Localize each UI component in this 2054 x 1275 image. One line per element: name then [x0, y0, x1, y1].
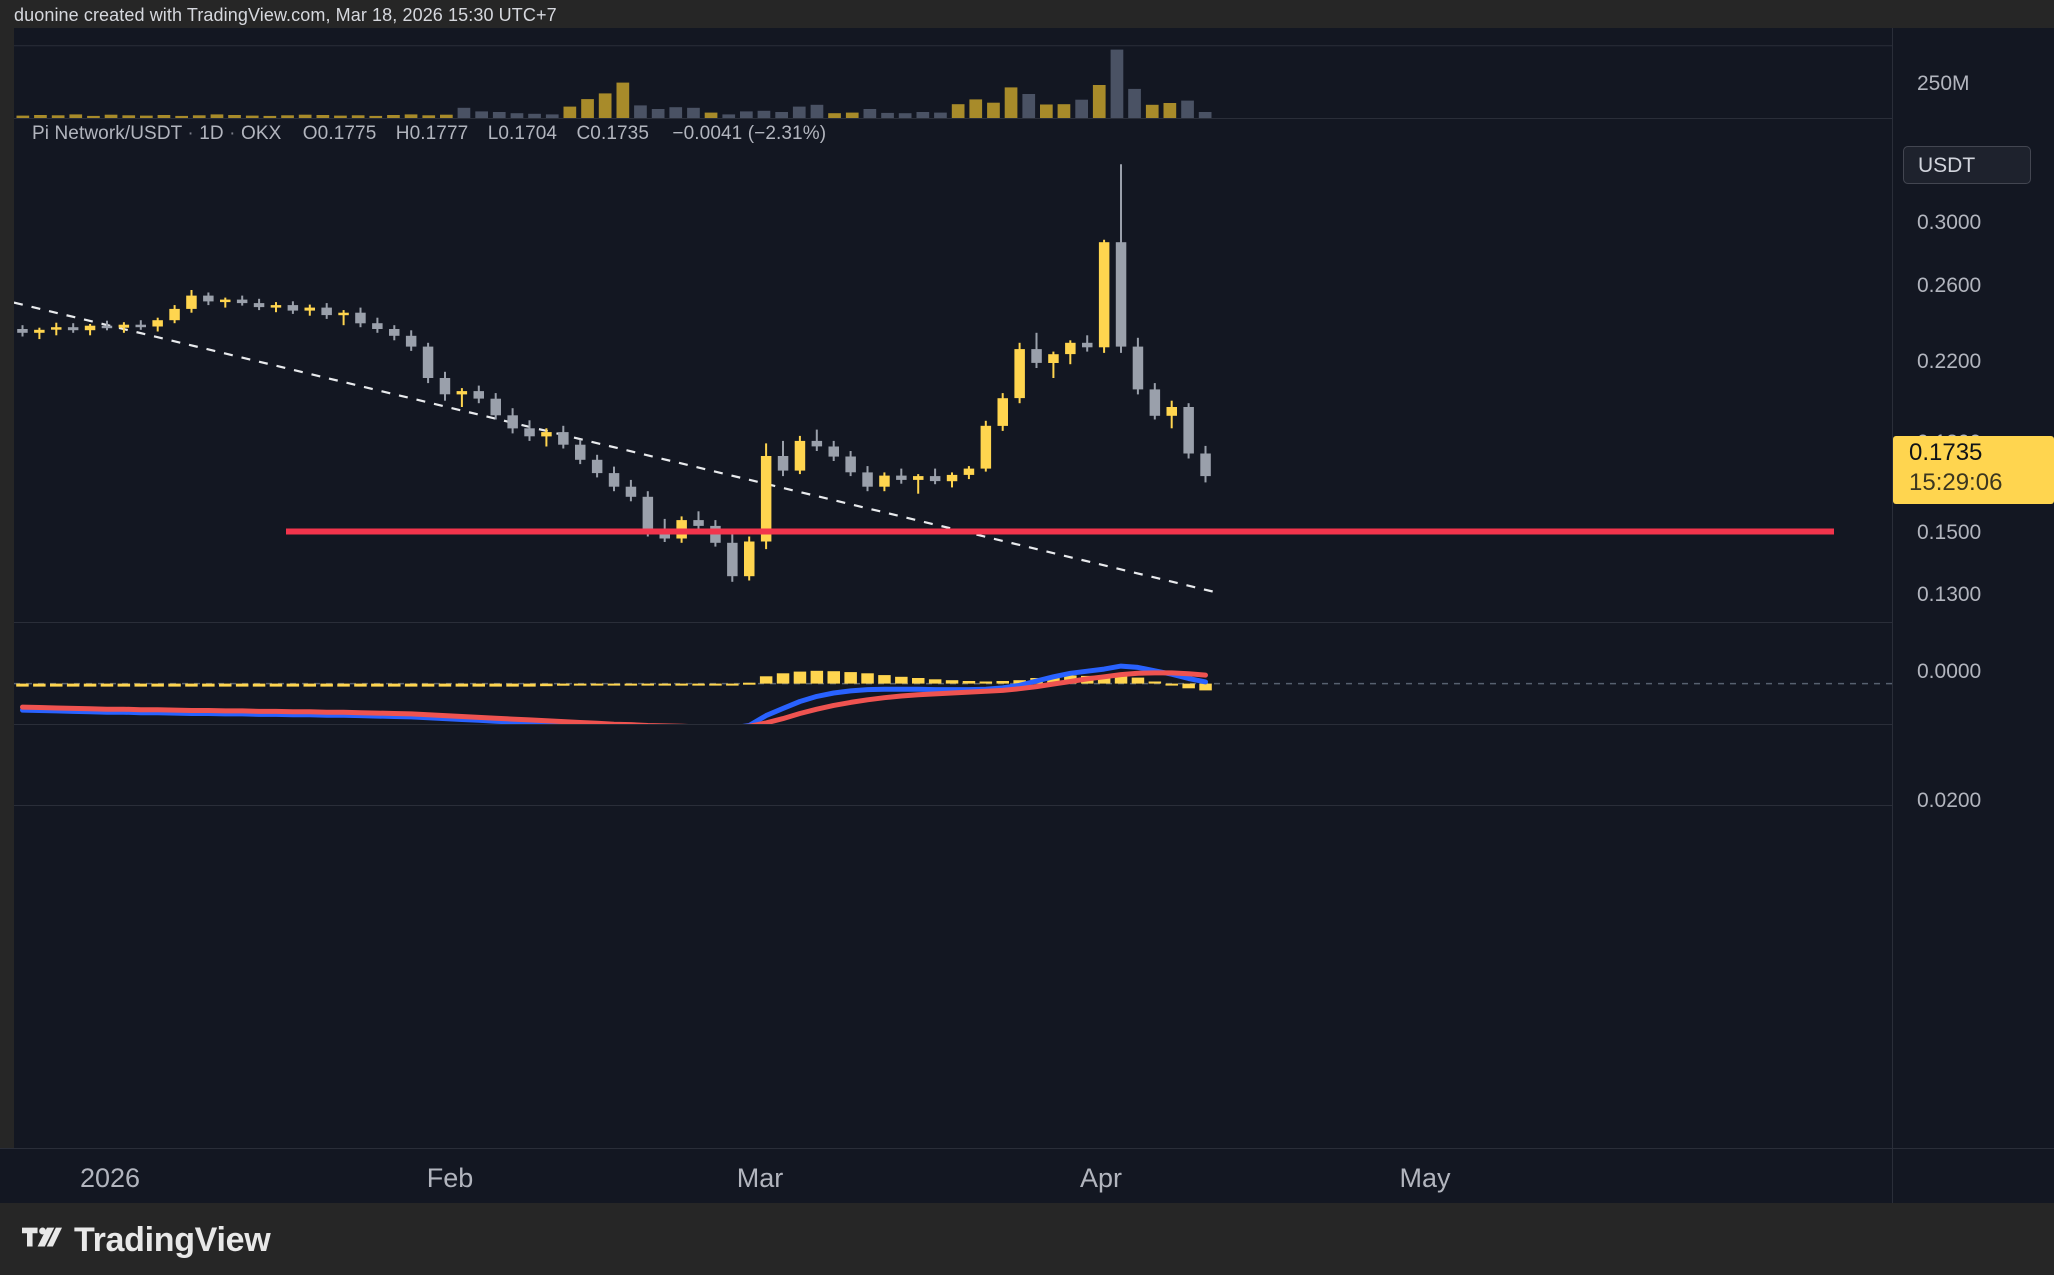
- legend-high: H0.1777: [395, 123, 469, 144]
- price-pane[interactable]: [14, 119, 1893, 622]
- volume-pane[interactable]: [14, 28, 1893, 118]
- legend-sep-1: ·: [187, 123, 194, 144]
- chart-legend[interactable]: Pi Network/USDT · 1D · OKX O0.1775 H0.17…: [32, 123, 826, 145]
- legend-low: L0.1704: [487, 123, 558, 144]
- price-axis-label-2: 0.2200: [1917, 350, 1982, 373]
- legend-open: O0.1775: [302, 123, 377, 144]
- last-price-value: 0.1735: [1909, 439, 1983, 466]
- last-price-badge[interactable]: 0.1735 15:29:06: [1893, 436, 2054, 504]
- legend-sep-2: ·: [229, 123, 236, 144]
- pane-divider-volume: [14, 118, 1893, 119]
- footer-bar: TradingView: [0, 1203, 2054, 1275]
- legend-interval[interactable]: 1D: [199, 123, 224, 144]
- time-axis-top-border: [0, 1148, 2054, 1149]
- time-label-3: Apr: [1079, 1163, 1123, 1193]
- legend-close: C0.1735: [576, 123, 650, 144]
- time-label-4: May: [1399, 1163, 1451, 1193]
- price-axis-label-0: 0.3000: [1917, 211, 1982, 234]
- price-axis-label-1: 0.2600: [1917, 274, 1982, 297]
- time-label-1: Feb: [426, 1163, 474, 1193]
- stochastic-pane[interactable]: [14, 725, 1893, 805]
- macd-axis-label-zero: 0.0000: [1917, 660, 1982, 683]
- attribution-bar: duonine created with TradingView.com, Ma…: [0, 0, 2054, 28]
- aux-axis-label: 0.0200: [1917, 789, 1982, 812]
- price-axis[interactable]: 250M USDT 0.3000 0.2600 0.2200 0.1800 0.…: [1893, 28, 2054, 1175]
- time-axis-separator: [1892, 1148, 1893, 1208]
- legend-change: −0.0041 (−2.31%): [672, 123, 827, 144]
- chart-area: Pi Network/USDT · 1D · OKX O0.1775 H0.17…: [0, 28, 2054, 1203]
- price-axis-label-5: 0.1300: [1917, 583, 1982, 606]
- legend-symbol[interactable]: Pi Network/USDT: [32, 123, 183, 144]
- volume-axis-label: 250M: [1917, 72, 1970, 95]
- axis-separator: [1892, 28, 1893, 1175]
- pane-column: Pi Network/USDT · 1D · OKX O0.1775 H0.17…: [14, 28, 1893, 1175]
- pane-divider-macd: [14, 724, 1893, 725]
- time-axis[interactable]: 2026 Feb Mar Apr May: [0, 1148, 2054, 1208]
- tradingview-logo[interactable]: TradingView: [22, 1221, 271, 1260]
- pane-divider-price: [14, 622, 1893, 623]
- time-label-0: 2026: [79, 1163, 141, 1193]
- tradingview-logo-icon: [22, 1227, 62, 1247]
- pane-divider-stoch: [14, 805, 1893, 806]
- last-price-time: 15:29:06: [1909, 469, 2003, 496]
- attribution-text: duonine created with TradingView.com, Ma…: [14, 5, 557, 25]
- currency-chip-label: USDT: [1918, 154, 1976, 177]
- aux-indicator-pane[interactable]: [14, 806, 1893, 916]
- tradingview-logo-text: TradingView: [74, 1221, 271, 1259]
- currency-chip[interactable]: USDT: [1903, 146, 2031, 184]
- price-axis-label-4: 0.1500: [1917, 521, 1982, 544]
- time-label-2: Mar: [736, 1163, 784, 1193]
- macd-pane[interactable]: [14, 623, 1893, 724]
- legend-exchange[interactable]: OKX: [240, 123, 282, 144]
